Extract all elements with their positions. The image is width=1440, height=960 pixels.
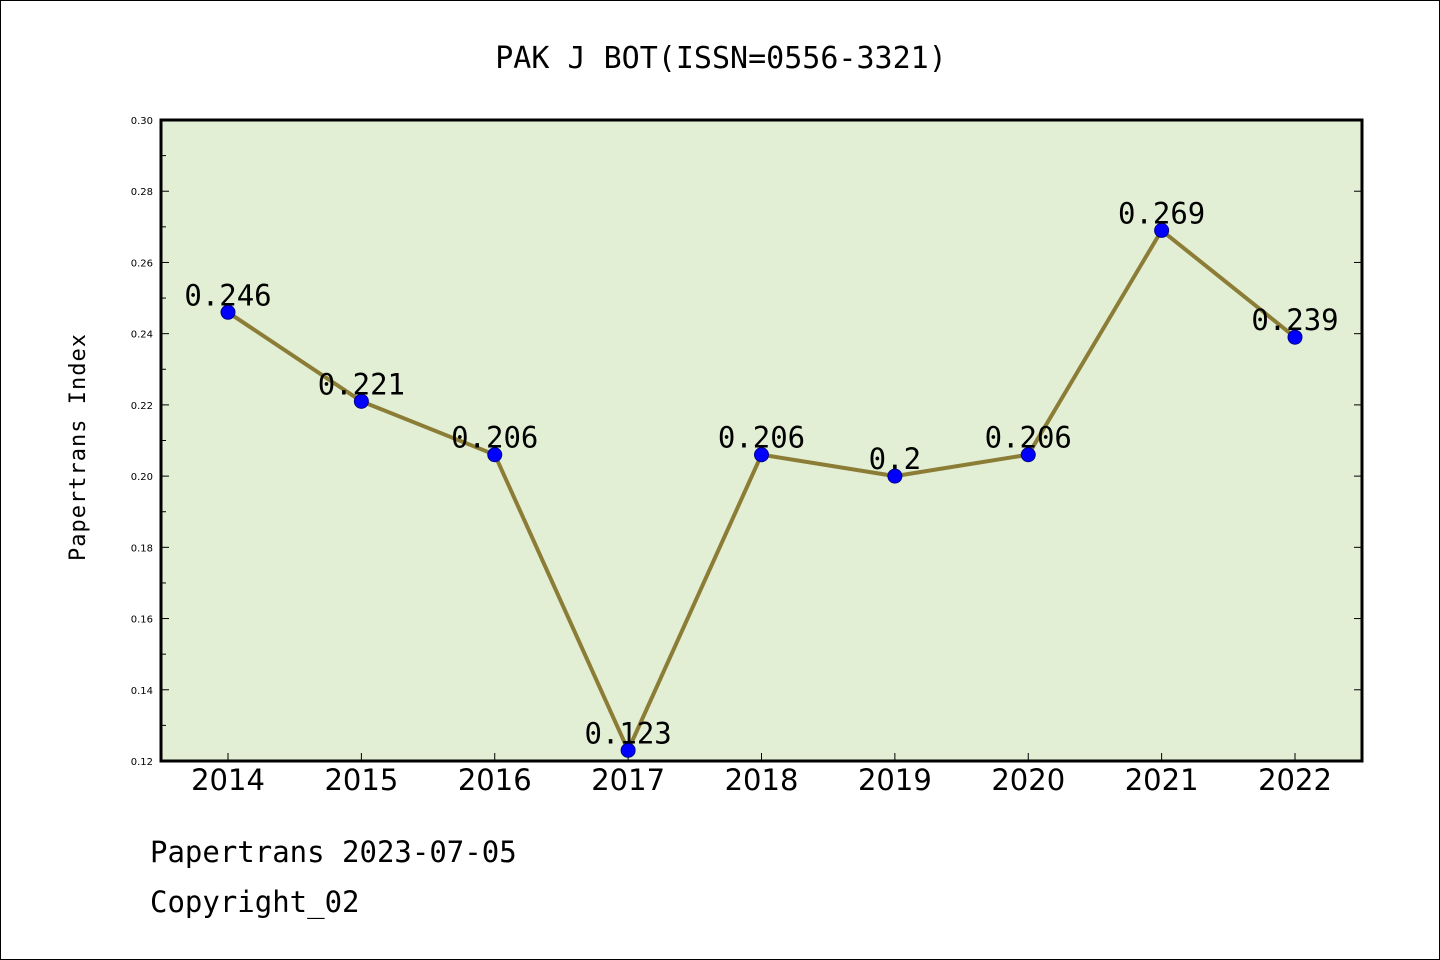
y-tick-label: 0.20 xyxy=(131,472,153,483)
y-tick-label: 0.28 xyxy=(131,187,153,198)
data-label: 0.206 xyxy=(985,421,1072,455)
y-tick-label: 0.18 xyxy=(131,543,153,554)
y-tick-label: 0.16 xyxy=(131,615,153,626)
data-label: 0.221 xyxy=(318,367,405,401)
data-point xyxy=(487,447,503,463)
footer-source-date: Papertrans 2023-07-05 xyxy=(150,835,517,869)
data-point xyxy=(620,742,636,758)
data-label: 0.239 xyxy=(1251,303,1338,337)
data-label: 0.206 xyxy=(718,421,805,455)
data-point xyxy=(220,304,236,320)
data-label: 0.2 xyxy=(869,442,921,476)
y-tick-label: 0.12 xyxy=(131,757,153,768)
x-tick-label: 2019 xyxy=(858,763,932,797)
data-label: 0.123 xyxy=(584,716,671,750)
y-tick-label: 0.30 xyxy=(131,116,153,127)
data-label: 0.206 xyxy=(451,421,538,455)
data-point xyxy=(1287,329,1303,345)
data-label: 0.269 xyxy=(1118,196,1205,230)
x-tick-label: 2022 xyxy=(1258,763,1332,797)
x-axis-ticks: 2014 2015 2016 2017 2018 2019 2020 2021 2022 xyxy=(191,753,1332,797)
data-point xyxy=(353,393,369,409)
footer-copyright: Copyright_02 xyxy=(150,885,360,919)
x-tick-label: 2018 xyxy=(725,763,799,797)
x-tick-label: 2020 xyxy=(991,763,1065,797)
x-tick-label: 2014 xyxy=(191,763,265,797)
plot-border xyxy=(159,118,1364,763)
y-tick-label: 0.24 xyxy=(131,330,153,341)
y-tick-label: 0.26 xyxy=(131,258,153,269)
y-axis-ticks: 0.12 0.14 0.16 0.18 0.20 0.22 0.24 0.26 0.28 0.30 xyxy=(131,116,1362,768)
data-point xyxy=(887,468,903,484)
x-tick-label: 2021 xyxy=(1125,763,1199,797)
y-axis-label: Papertrans Index xyxy=(66,333,91,561)
data-points-group xyxy=(220,222,1303,758)
x-tick-label: 2015 xyxy=(324,763,398,797)
y-tick-label: 0.14 xyxy=(131,686,153,697)
y-tick-label: 0.22 xyxy=(131,401,153,412)
data-point xyxy=(754,447,769,463)
x-tick-label: 2017 xyxy=(591,763,665,797)
chart-title: PAK J BOT(ISSN=0556-3321) xyxy=(495,41,947,76)
data-point xyxy=(1154,222,1170,238)
data-label: 0.246 xyxy=(184,278,271,312)
x-tick-label: 2016 xyxy=(458,763,532,797)
data-point xyxy=(1020,447,1036,463)
data-labels-group: 0.246 0.221 0.206 0.123 0.206 0.2 0.206 0.269 0.… xyxy=(184,196,1338,750)
